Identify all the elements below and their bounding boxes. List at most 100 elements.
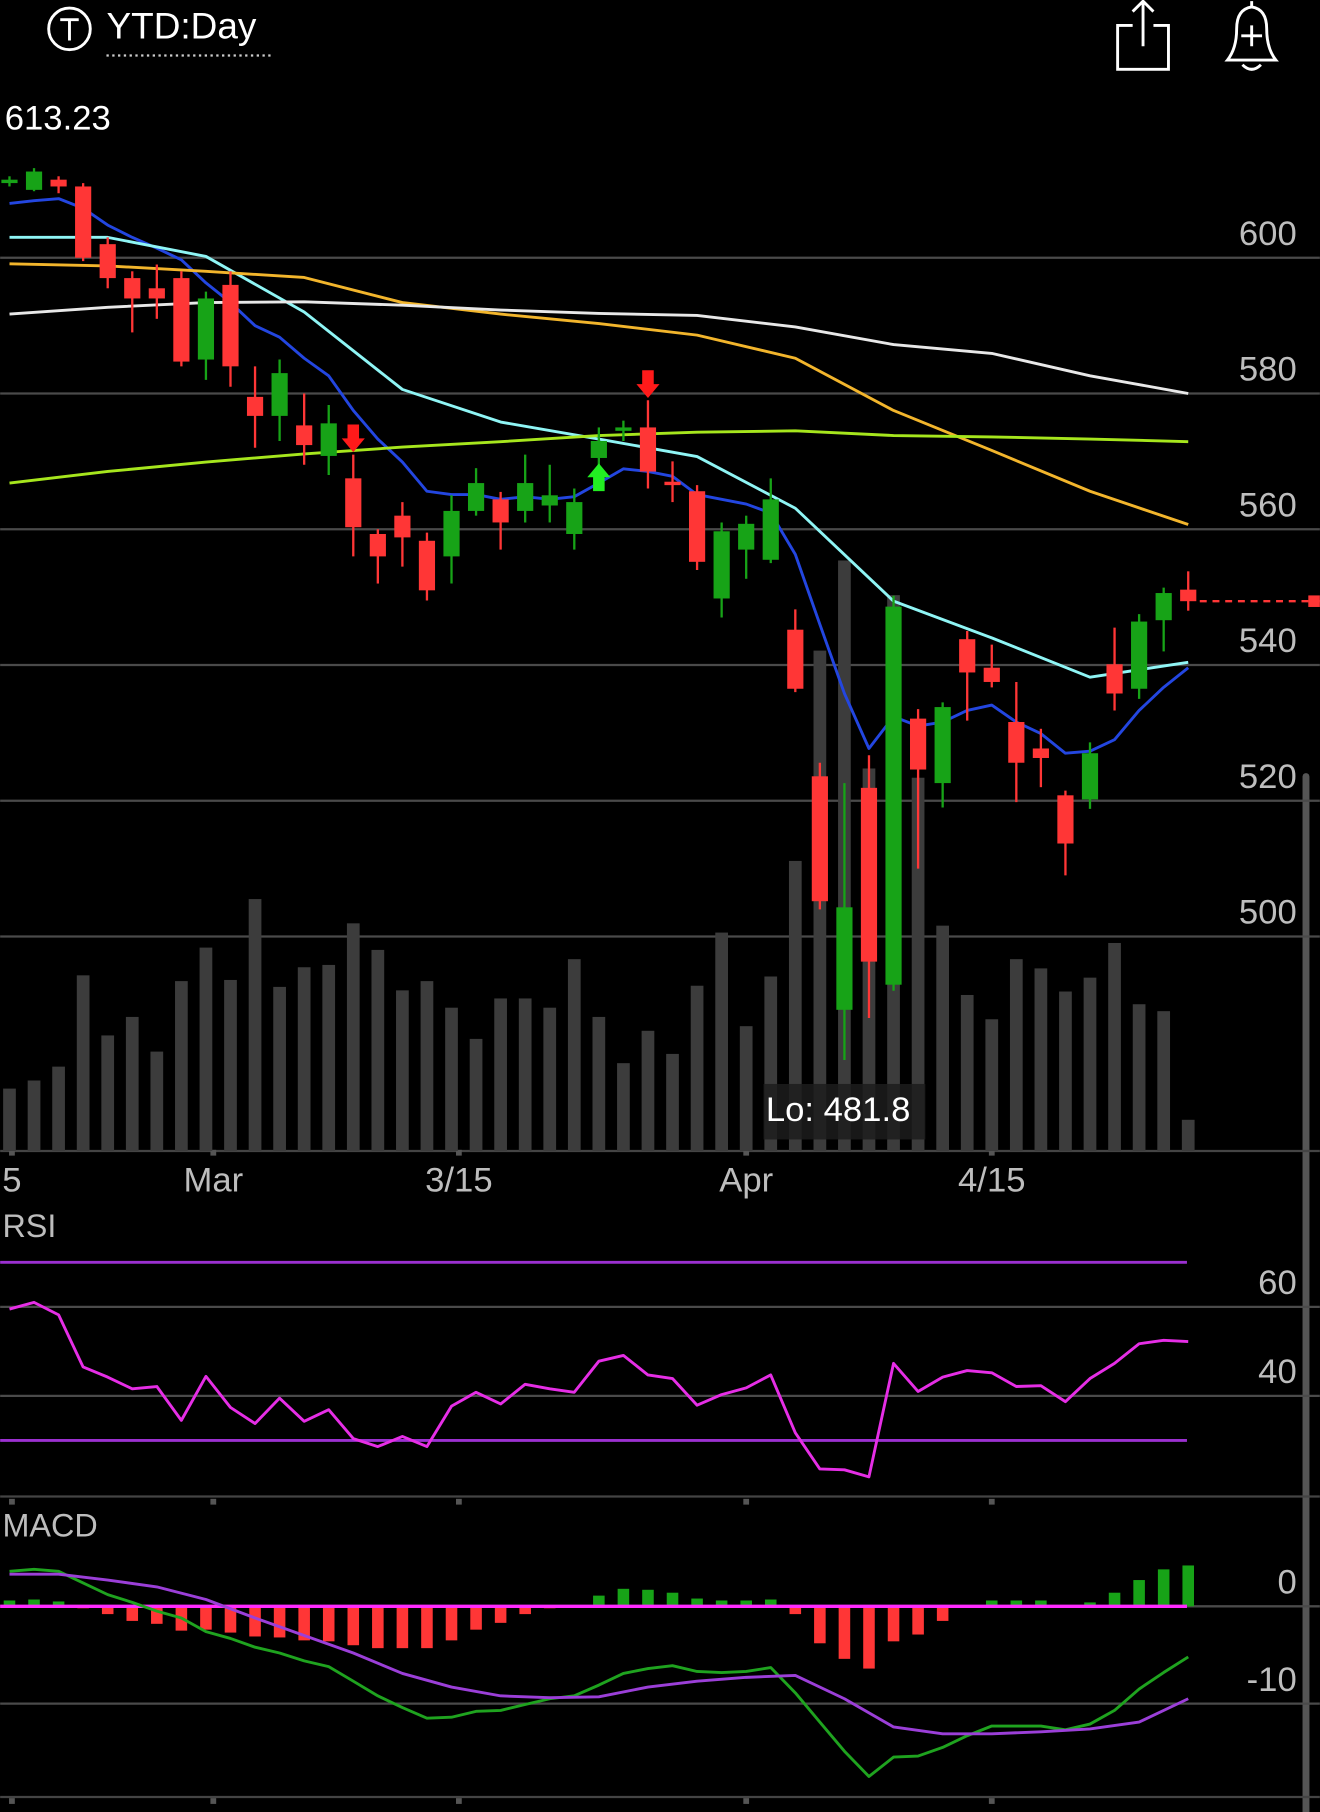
volume-bar [1009, 959, 1023, 1151]
ticker-icon[interactable] [47, 6, 92, 52]
histogram-bar [273, 1606, 286, 1638]
candle-body [1032, 748, 1049, 758]
volume-bar [346, 923, 360, 1151]
candle-body [787, 629, 804, 689]
candle-body [983, 667, 1000, 682]
histogram-bar [1010, 1600, 1023, 1607]
histogram-bar [1182, 1565, 1195, 1607]
volume-bar [518, 998, 532, 1151]
histogram-bar [519, 1606, 531, 1615]
candle-body [836, 907, 853, 1010]
volume-bar [150, 1051, 164, 1151]
volume-bar [371, 949, 385, 1151]
histogram-bar [936, 1606, 949, 1621]
y-tick-label: 500 [1239, 894, 1297, 932]
histogram-bar [985, 1600, 998, 1607]
y-tick-label: 540 [1239, 622, 1297, 660]
histogram-bar [372, 1606, 384, 1649]
candle-body [1057, 795, 1074, 844]
y-tick-label: 520 [1239, 758, 1297, 796]
histogram-bar [101, 1606, 114, 1615]
histogram-bar [666, 1592, 679, 1607]
y-tick-label: 60 [1258, 1264, 1297, 1302]
candle-body [75, 186, 92, 258]
histogram-bar [126, 1606, 139, 1621]
candle-body [664, 481, 681, 486]
volume-bar [1083, 977, 1097, 1151]
histogram-bar [1084, 1602, 1096, 1607]
volume-bar [788, 860, 802, 1151]
histogram-bar [249, 1606, 261, 1637]
volume-bar [3, 1088, 16, 1151]
timeframe-title[interactable]: YTD:Day [106, 6, 256, 47]
volume-bar [125, 1016, 139, 1151]
candle-body [1, 179, 18, 184]
volume-bar [1132, 1004, 1146, 1151]
volume-bar [1034, 968, 1048, 1151]
candle-body [443, 510, 460, 557]
candle-body [25, 171, 43, 190]
volume-bar [690, 985, 704, 1151]
histogram-bar [298, 1606, 310, 1641]
candle-body [467, 483, 485, 511]
x-tick-label: 3/15 [425, 1161, 492, 1199]
panel-title: MACD [2, 1507, 97, 1543]
indicator-line [9, 262, 1189, 526]
candle-body [418, 540, 436, 591]
histogram-bar [347, 1606, 360, 1646]
candle-body [910, 718, 927, 770]
volume-bar [1157, 1011, 1171, 1151]
volume-bar [985, 1019, 999, 1151]
ticker-icon-glyph [60, 18, 79, 41]
volume-bar [715, 932, 728, 1151]
candle-body [959, 639, 976, 673]
x-tick-label: 5 [2, 1161, 21, 1199]
histogram-bar [764, 1599, 777, 1607]
volume-bar [101, 1035, 115, 1151]
signal-arrow [636, 370, 660, 398]
histogram-bar [421, 1606, 433, 1649]
candle-body [492, 499, 509, 523]
volume-bar [494, 998, 507, 1151]
volume-bar [543, 1007, 557, 1151]
alert-button[interactable] [1224, 1, 1279, 71]
indicator-line [9, 1567, 1190, 1778]
volume-bar [224, 979, 237, 1151]
candle-body [713, 531, 730, 599]
candle-body [296, 425, 313, 446]
candle-body [1180, 589, 1197, 602]
histogram-bar [200, 1606, 212, 1630]
panel-title: RSI [2, 1208, 56, 1244]
last-price-marker [1308, 595, 1320, 607]
candle-body [688, 491, 706, 562]
histogram-bar [593, 1595, 605, 1607]
volume-bar [76, 975, 90, 1151]
histogram-bar [789, 1606, 802, 1615]
candle-body [860, 787, 878, 962]
candle-body [271, 373, 288, 416]
volume-bar [666, 1053, 679, 1151]
volume-bar [52, 1066, 65, 1151]
volume-bar [1108, 942, 1121, 1151]
signal-arrow [587, 463, 611, 492]
candle-body [590, 441, 607, 458]
volume-bar [641, 1030, 655, 1151]
volume-bar [592, 1016, 606, 1151]
x-tick-label: 4/15 [958, 1161, 1025, 1199]
histogram-bar [151, 1606, 163, 1624]
histogram-bar [838, 1606, 851, 1659]
candle-body [566, 502, 583, 534]
histogram-bar [1157, 1569, 1170, 1607]
share-button[interactable] [1116, 0, 1170, 71]
volume-bar [248, 899, 262, 1151]
candle-body [885, 606, 902, 985]
candle-body [369, 533, 386, 557]
candle-body [50, 179, 67, 187]
candle-body [124, 278, 141, 299]
x-tick-label: Apr [719, 1161, 773, 1199]
candle-body [1081, 753, 1099, 800]
header: YTD:Day [47, 0, 1279, 71]
candle-body [1008, 722, 1025, 763]
